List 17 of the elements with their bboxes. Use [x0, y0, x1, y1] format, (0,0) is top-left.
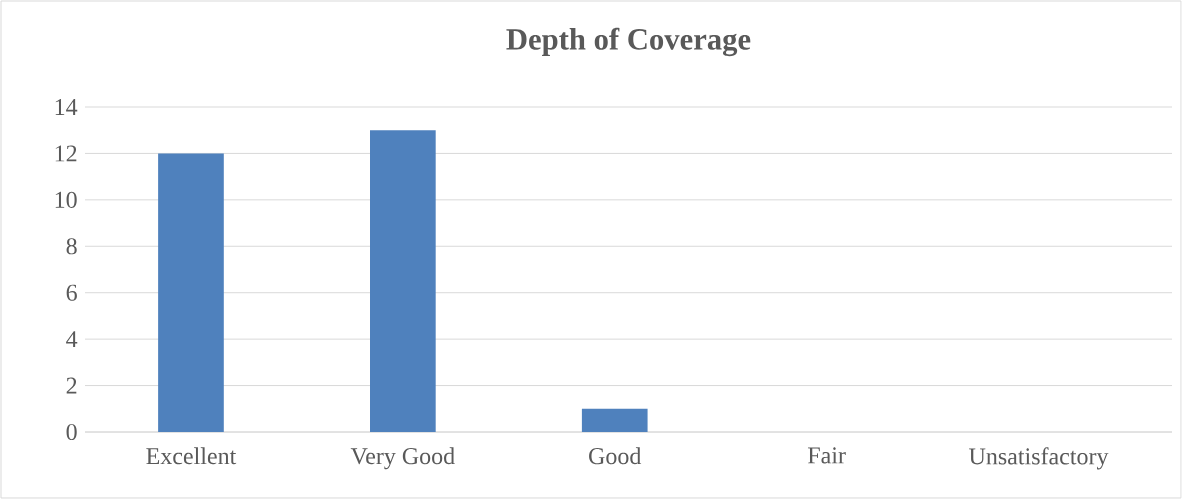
chart-title: Depth of Coverage — [506, 27, 751, 57]
x-tick-label: Very Good — [350, 447, 455, 470]
bar — [158, 153, 224, 432]
x-tick-label: Good — [589, 447, 642, 465]
y-tick-label: 0 — [66, 423, 77, 441]
x-tick-label: Excellent — [146, 447, 237, 465]
y-tick-label: 10 — [55, 191, 77, 208]
y-tick-label: 2 — [66, 377, 77, 394]
bar — [370, 130, 436, 432]
y-tick-label: 4 — [66, 331, 78, 348]
x-tick-label: Unsatisfactory — [969, 447, 1109, 470]
y-tick-label: 8 — [66, 238, 77, 255]
y-tick-label: 12 — [55, 145, 77, 162]
bar — [581, 408, 648, 432]
y-tick-label: 6 — [66, 284, 77, 301]
y-tick-label: 14 — [55, 99, 78, 115]
x-tick-label: Fair — [807, 447, 846, 464]
